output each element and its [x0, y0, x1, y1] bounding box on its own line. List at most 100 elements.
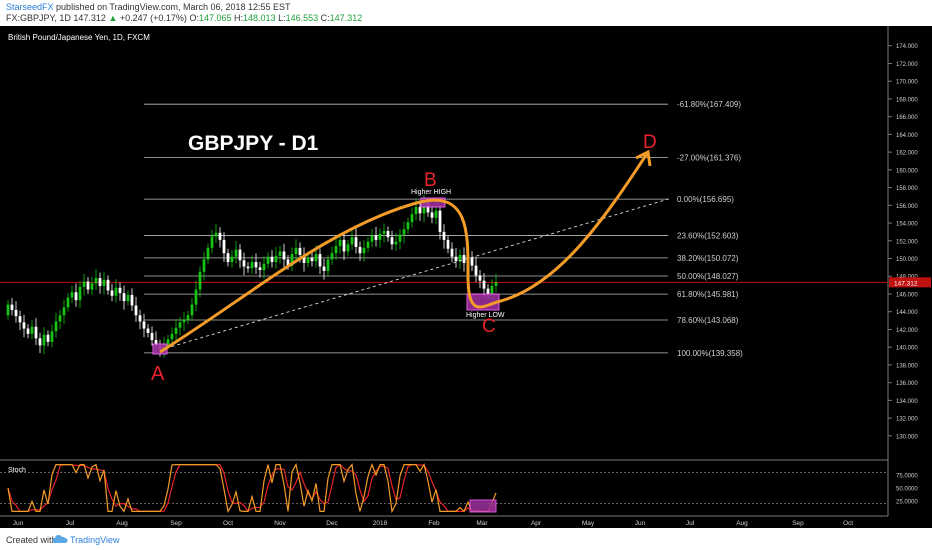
created-with-text: Created with: [6, 535, 57, 545]
annotations: A B C D Higher HIGH Higher LOW: [151, 132, 673, 385]
candle-body: [222, 239, 226, 254]
candle-body: [138, 315, 142, 322]
stoch-box: [469, 499, 497, 513]
candle-body: [26, 328, 30, 334]
open-label: O:: [189, 13, 199, 23]
fib-level-label: -27.00%(161.376): [677, 154, 741, 163]
publication-line: StarseedFX published on TradingView.com,…: [6, 2, 291, 12]
candle-body: [130, 294, 134, 306]
candle-body: [34, 326, 38, 339]
candle-body: [274, 255, 278, 263]
candle-body: [210, 236, 214, 248]
time-tick-label: Apr: [531, 520, 542, 527]
candle-body: [390, 237, 394, 245]
symbol-text: FX:GBPJPY, 1D: [6, 13, 71, 23]
price-tick-label: 172.000: [896, 62, 918, 68]
price-tick-label: 130.000: [896, 434, 918, 440]
candle-body: [478, 275, 482, 281]
candle-body: [470, 257, 474, 266]
price-tick-label: 154.000: [896, 222, 918, 228]
candle-body: [402, 229, 406, 235]
price-tick-label: 168.000: [896, 97, 918, 103]
label-d: D: [643, 132, 657, 153]
current-price-tag: [889, 277, 931, 288]
price-tick-label: 170.000: [896, 80, 918, 86]
candle-body: [174, 327, 178, 334]
fib-level-label: 23.60%(152.603): [677, 231, 739, 240]
fib-level-label: 78.60%(143.068): [677, 316, 739, 325]
candle-body: [106, 279, 110, 291]
candle-body: [6, 304, 10, 316]
open-value: 147.065: [198, 13, 232, 23]
candle-body: [454, 256, 458, 262]
candle-body: [406, 222, 410, 230]
candle-body: [74, 292, 78, 301]
price-tick-label: 158.000: [896, 186, 918, 192]
candle-body: [66, 297, 70, 308]
candle-body: [298, 247, 302, 255]
candle-body: [58, 315, 62, 322]
candle-body: [234, 249, 238, 257]
candles: [6, 195, 498, 358]
time-tick-label: Sep: [170, 520, 182, 527]
time-tick-label: Jul: [66, 520, 75, 527]
time-tick-label: Jul: [686, 520, 695, 527]
candle-body: [286, 259, 290, 266]
candle-body: [350, 237, 354, 245]
candle-body: [426, 202, 430, 213]
candle-body: [422, 202, 426, 214]
candle-body: [202, 259, 206, 272]
candle-body: [314, 254, 318, 262]
candle-body: [250, 262, 254, 269]
chart-footer: Created with TradingView: [0, 528, 932, 550]
overlay-title: GBPJPY - D1: [188, 132, 319, 155]
candle-body: [246, 266, 250, 269]
candle-body: [230, 256, 234, 263]
high-value: 148.013: [243, 13, 276, 23]
low-label: L:: [278, 13, 286, 23]
projection-arrowhead: [635, 149, 652, 167]
candle-body: [414, 207, 418, 215]
candle-body: [186, 315, 190, 320]
candle-body: [482, 280, 486, 289]
time-tick-label: Nov: [274, 520, 286, 527]
current-price-label: 147.312: [894, 280, 918, 287]
up-arrow-icon: ▲: [108, 13, 118, 23]
candle-body: [154, 340, 158, 346]
price-axis: 174.000 172.000 170.000 168.000 166.000 164.0…: [0, 26, 931, 517]
candle-body: [494, 282, 498, 286]
label-a: A: [151, 363, 165, 385]
time-tick-label: Feb: [428, 520, 440, 527]
price-tick-label: 132.000: [896, 417, 918, 423]
time-tick-label: Sep: [792, 520, 804, 527]
price-text: 147.312: [73, 13, 106, 23]
stoch-k-line: [7, 462, 497, 514]
price-chart[interactable]: 174.000 172.000 170.000 168.000 166.000 164.0…: [0, 26, 932, 528]
price-tick-label: 164.000: [896, 133, 918, 139]
author-link[interactable]: StarseedFX: [6, 2, 54, 12]
price-tick-label: 138.000: [896, 363, 918, 369]
chart-title: British Pound/Japanese Yen, 1D, FXCM: [8, 33, 150, 42]
high-label: H:: [234, 13, 244, 23]
candle-body: [178, 322, 182, 328]
price-tick-label: 142.000: [896, 328, 918, 334]
chart-header: StarseedFX published on TradingView.com,…: [0, 0, 932, 26]
tradingview-link[interactable]: TradingView: [70, 535, 120, 545]
candle-body: [270, 256, 274, 263]
label-higher-high: Higher HIGH: [411, 189, 451, 196]
candle-body: [94, 278, 98, 284]
published-text: published on TradingView.com, March 06, …: [56, 2, 291, 12]
candle-body: [290, 254, 294, 266]
candle-body: [122, 293, 126, 302]
label-higher-low: Higher LOW: [466, 312, 505, 319]
price-tick-label: 160.000: [896, 168, 918, 174]
close-label: C:: [320, 13, 330, 23]
price-tick-label: 162.000: [896, 151, 918, 157]
candle-body: [438, 210, 442, 232]
candle-body: [98, 278, 102, 286]
candle-body: [102, 279, 106, 286]
candle-body: [394, 241, 398, 245]
change-text: +0.247 (+0.17%): [119, 13, 187, 23]
candle-body: [418, 207, 422, 214]
candle-body: [378, 233, 382, 240]
